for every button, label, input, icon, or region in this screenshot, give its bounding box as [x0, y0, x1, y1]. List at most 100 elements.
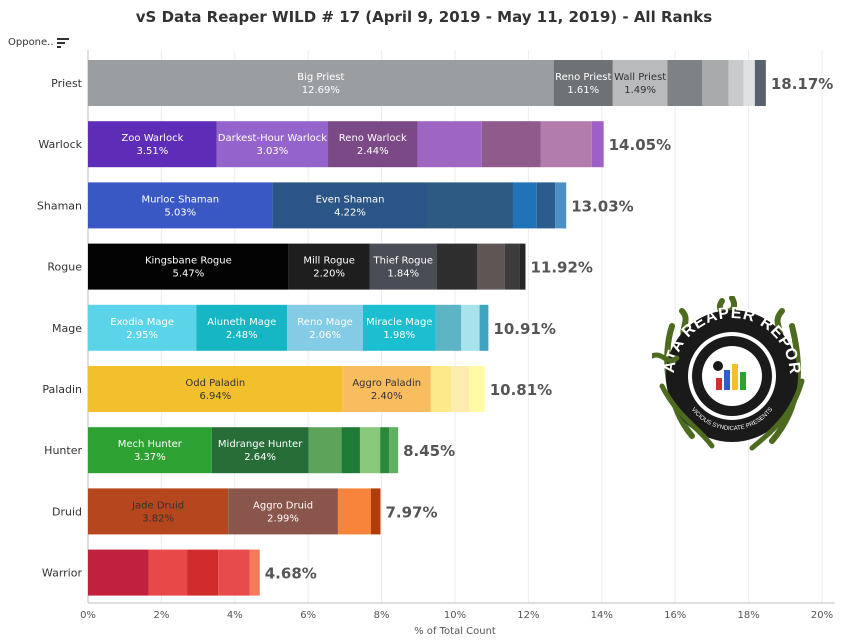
- bar-segment: [380, 427, 390, 474]
- bar-segment: [461, 304, 480, 351]
- bar-segment: [481, 121, 541, 168]
- bar-segment: [362, 304, 436, 351]
- x-tick-label: 20%: [811, 610, 833, 621]
- bar-segment: [469, 366, 485, 412]
- segment-name-label: Wall Priest: [614, 72, 666, 83]
- segment-value-label: 3.51%: [137, 146, 169, 157]
- segment-value-label: 2.48%: [226, 330, 258, 341]
- segment-name-label: Jade Druid: [131, 500, 184, 511]
- segment-value-label: 5.47%: [172, 269, 204, 280]
- segment-name-label: Mill Rogue: [303, 256, 355, 267]
- segment-name-label: Kingsbane Rogue: [145, 256, 232, 267]
- x-tick-label: 4%: [227, 610, 243, 621]
- opponent-filter[interactable]: Oppone..: [8, 37, 69, 48]
- x-tick-label: 10%: [444, 610, 466, 621]
- segment-name-label: Reno Warlock: [339, 133, 407, 144]
- bar-segment: [88, 304, 197, 351]
- bar-segment: [88, 60, 554, 106]
- bar-segment: [435, 304, 462, 351]
- category-label: Priest: [51, 77, 83, 90]
- segment-value-label: 2.44%: [357, 146, 389, 157]
- bar-segment: [591, 121, 604, 168]
- segment-value-label: 1.49%: [624, 85, 656, 96]
- x-tick-label: 14%: [591, 610, 613, 621]
- segment-value-label: 12.69%: [302, 85, 340, 96]
- bar-segment: [702, 60, 729, 106]
- total-label: 7.97%: [385, 503, 437, 521]
- segment-value-label: 2.64%: [244, 452, 276, 463]
- bar-segment: [612, 60, 668, 106]
- bar-segment: [359, 427, 381, 474]
- data-reaper-report-logo: DATA REAPER REPORT VICIOUS SYNDICATE PRE…: [652, 296, 805, 451]
- total-label: 4.68%: [265, 565, 317, 583]
- category-label: Rogue: [47, 261, 82, 274]
- segment-value-label: 1.98%: [383, 330, 415, 341]
- category-label: Hunter: [44, 444, 82, 457]
- bar-segment: [667, 60, 703, 106]
- segment-value-label: 2.06%: [309, 330, 341, 341]
- bar-segment: [536, 182, 556, 229]
- bar-segment: [211, 427, 309, 474]
- bar-segment: [148, 549, 188, 596]
- bar-segment: [728, 60, 744, 106]
- segment-name-label: Odd Paladin: [185, 378, 245, 389]
- segment-name-label: Zoo Warlock: [121, 133, 183, 144]
- category-label: Shaman: [37, 199, 82, 212]
- total-label: 11.92%: [530, 259, 592, 277]
- x-tick-label: 18%: [737, 610, 759, 621]
- bar-segment: [288, 243, 370, 290]
- bar-segment: [88, 427, 212, 474]
- bar-segment: [389, 427, 399, 474]
- bar-segment: [196, 304, 288, 351]
- bar-segment: [88, 488, 229, 535]
- bar-segment: [370, 488, 381, 535]
- segment-name-label: Aggro Druid: [253, 500, 313, 511]
- segment-value-label: 3.37%: [134, 452, 166, 463]
- bar-segment: [187, 549, 219, 596]
- segment-value-label: 3.03%: [257, 146, 289, 157]
- x-tick-label: 16%: [664, 610, 686, 621]
- segment-value-label: 2.20%: [313, 269, 345, 280]
- bar-segment: [88, 182, 273, 229]
- segment-value-label: 5.03%: [164, 207, 196, 218]
- bar-segment: [287, 304, 363, 351]
- category-label: Mage: [52, 322, 82, 335]
- bar-segment: [369, 243, 438, 290]
- bar-segment: [450, 366, 470, 412]
- bar-segment: [88, 243, 289, 290]
- x-tick-label: 2%: [153, 610, 169, 621]
- bar-segment: [341, 427, 360, 474]
- bar-segment: [88, 549, 149, 596]
- bar-segment: [555, 182, 567, 229]
- segment-value-label: 6.94%: [199, 391, 231, 402]
- segment-value-label: 1.84%: [387, 269, 419, 280]
- segment-value-label: 3.82%: [142, 513, 174, 524]
- x-tick-label: 12%: [517, 610, 539, 621]
- segment-name-label: Reno Priest: [555, 72, 611, 83]
- bar-segment: [430, 366, 451, 412]
- total-label: 14.05%: [609, 136, 671, 154]
- bar-segment: [216, 121, 329, 168]
- sort-icon[interactable]: [56, 37, 69, 48]
- segment-name-label: Exodia Mage: [110, 317, 174, 328]
- segment-value-label: 1.61%: [567, 85, 599, 96]
- segment-value-label: 4.22%: [334, 207, 366, 218]
- bar-segment: [308, 427, 342, 474]
- segment-value-label: 2.40%: [371, 391, 403, 402]
- total-label: 18.17%: [771, 75, 833, 93]
- segment-name-label: Thief Rogue: [372, 256, 433, 267]
- bar-segment: [504, 243, 520, 290]
- chart-title: vS Data Reaper WILD # 17 (April 9, 2019 …: [135, 8, 713, 26]
- bar-segment: [342, 366, 431, 412]
- segment-name-label: Miracle Mage: [366, 317, 433, 328]
- bar-segment: [337, 488, 371, 535]
- bar-segment: [427, 182, 513, 229]
- segment-name-label: Mech Hunter: [118, 439, 183, 450]
- segment-value-label: 2.95%: [126, 330, 158, 341]
- segment-name-label: Reno Mage: [297, 317, 353, 328]
- total-label: 10.81%: [490, 381, 552, 399]
- total-label: 13.03%: [571, 197, 633, 215]
- bar-segment: [479, 304, 489, 351]
- x-tick-label: 6%: [300, 610, 316, 621]
